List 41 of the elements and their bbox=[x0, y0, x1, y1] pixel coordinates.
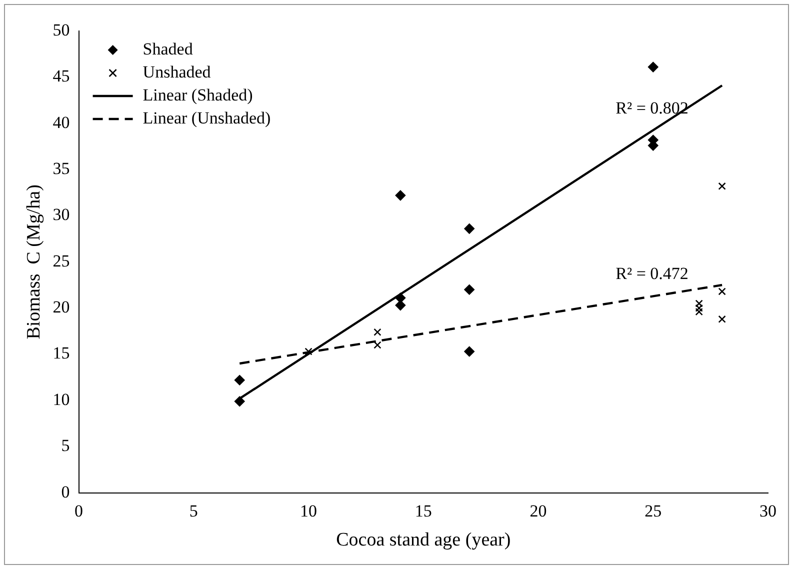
point bbox=[395, 292, 406, 304]
point bbox=[718, 288, 726, 296]
point bbox=[234, 374, 245, 386]
y-tick-label: 25 bbox=[52, 251, 70, 270]
y-tick-label: 35 bbox=[52, 159, 70, 178]
x-tick-label: 0 bbox=[74, 501, 84, 520]
point bbox=[395, 190, 406, 201]
point bbox=[395, 300, 406, 310]
y-tick-label: 45 bbox=[52, 66, 70, 86]
point bbox=[304, 348, 312, 356]
point bbox=[718, 182, 726, 190]
y-tick-label: 0 bbox=[61, 482, 70, 502]
y-tick-label: 50 bbox=[52, 20, 70, 40]
point bbox=[464, 224, 474, 234]
x-tick-label: 20 bbox=[530, 501, 547, 520]
y-tick-label: 5 bbox=[61, 436, 70, 456]
legend-label: Linear (Shaded) bbox=[142, 85, 253, 104]
x-tick-label: 10 bbox=[300, 501, 318, 520]
legend-label: Shaded bbox=[142, 39, 194, 58]
y-tick-label: 40 bbox=[52, 112, 70, 132]
legend-label: Unshaded bbox=[142, 62, 212, 82]
x-tick-label: 5 bbox=[189, 501, 198, 520]
point bbox=[718, 315, 726, 323]
annotation: R² = 0.472 bbox=[616, 264, 688, 283]
x-axis-title: Cocoa stand age (year) bbox=[336, 530, 511, 551]
point bbox=[464, 346, 474, 357]
y-axis-title: Biomass C (Mg/ha) bbox=[23, 184, 44, 340]
x-tick-label: 15 bbox=[414, 501, 432, 520]
annotation: R² = 0.802 bbox=[616, 98, 688, 118]
legend-label: Linear (Unshaded) bbox=[142, 108, 271, 128]
y-tick-label: 20 bbox=[52, 298, 70, 317]
x-tick-label: 25 bbox=[644, 501, 662, 520]
x-tick-label: 30 bbox=[760, 501, 776, 520]
y-tick-label: 30 bbox=[52, 205, 70, 224]
y-tick-label: 15 bbox=[52, 344, 70, 363]
point bbox=[648, 62, 658, 72]
point bbox=[464, 284, 474, 295]
point bbox=[234, 396, 245, 407]
point bbox=[374, 341, 382, 349]
point bbox=[374, 328, 382, 336]
y-tick-label: 10 bbox=[52, 390, 70, 409]
